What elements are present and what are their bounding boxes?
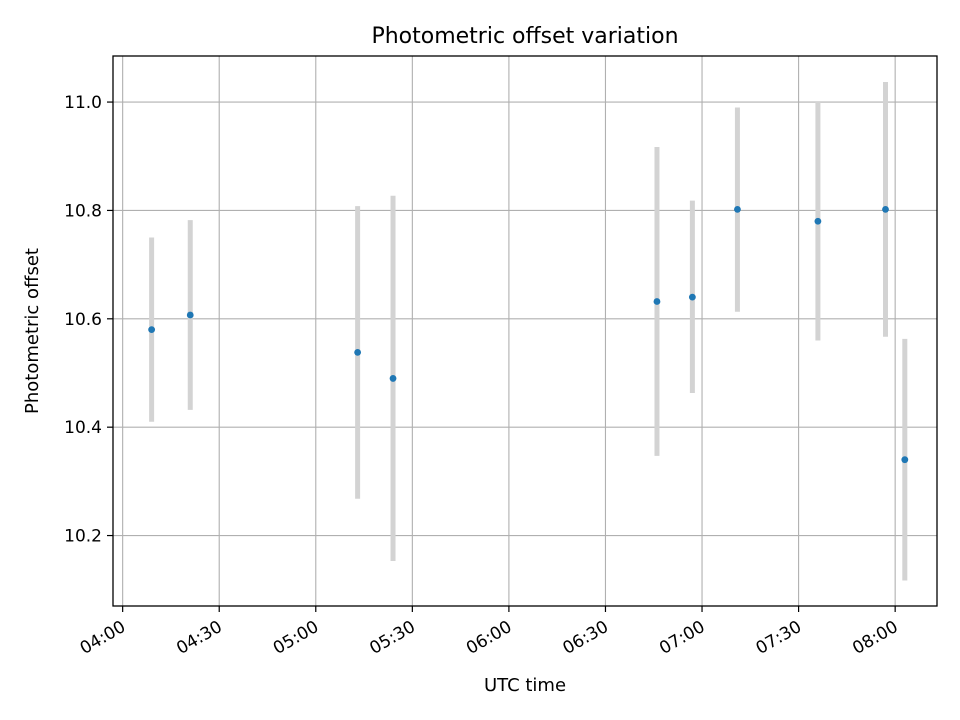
y-tick-label: 10.6 [64,310,102,330]
data-point [354,349,362,356]
plot-frame [112,55,938,607]
data-point [148,326,156,334]
data-point [882,205,889,213]
y-axis-label: Photometric offset [22,248,43,414]
data-point [653,298,661,305]
data-point [814,217,822,225]
x-axis-label: UTC time [484,675,566,696]
chart-title: Photometric offset variation [371,24,678,49]
data-point [389,375,397,382]
grid [113,56,937,606]
y-axis: 10.2 10.4 10.6 10.8 11.0 [64,93,113,547]
data-point [901,456,909,464]
y-tick-label: 10.2 [64,527,102,547]
y-tick-label: 11.0 [64,93,102,113]
data-point [734,205,741,213]
y-tick-label: 10.8 [64,201,102,221]
data-point [186,311,194,319]
y-tick-label: 10.4 [64,418,102,438]
data-points [148,205,909,464]
data-point [688,293,696,301]
